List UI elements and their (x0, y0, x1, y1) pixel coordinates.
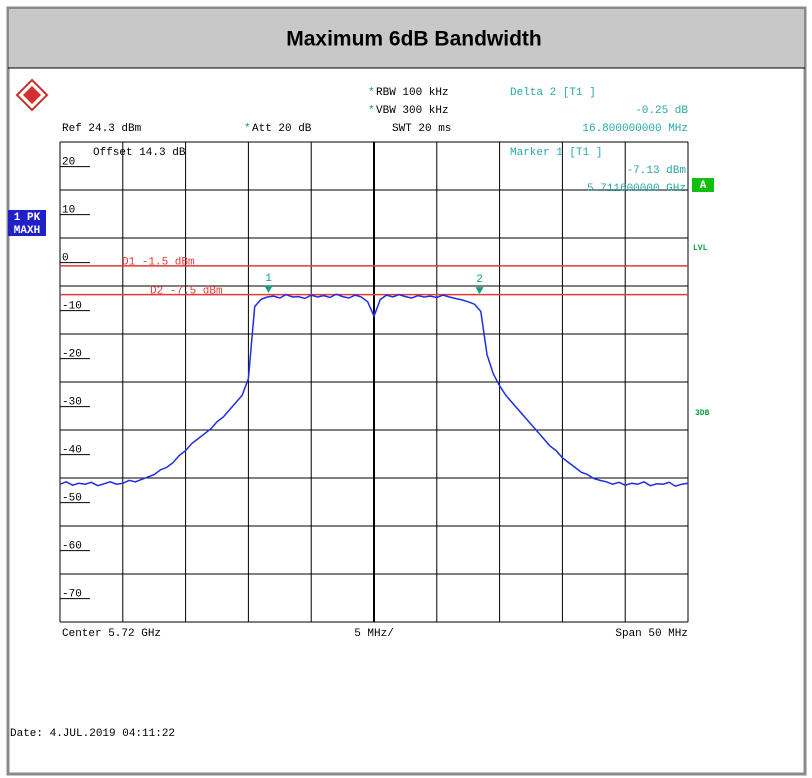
marker-label: 2 (476, 274, 483, 286)
marker (475, 287, 484, 295)
trace-box (8, 210, 46, 236)
side-3db: 3DB (695, 409, 710, 418)
swt: SWT 20 ms (392, 123, 451, 135)
marker-freq: 5.711600000 GHz (587, 183, 686, 195)
trace (59, 293, 689, 488)
vbw: VBW 300 kHz (376, 105, 449, 117)
marker-info: Marker 1 [T1 ] (510, 147, 602, 159)
y-tick-label: -40 (62, 445, 82, 457)
delta-freq: 16.800000000 MHz (582, 123, 688, 135)
marker-level: -7.13 dBm (627, 165, 687, 177)
display-line-label: D2 -7.5 dBm (150, 286, 223, 298)
title: Maximum 6dB Bandwidth (286, 28, 542, 51)
trace-mode: MAXH (14, 225, 40, 237)
marker-label: 1 (265, 273, 272, 285)
y-tick-label: -20 (62, 349, 82, 361)
star: * (368, 87, 375, 99)
center: Center 5.72 GHz (62, 628, 161, 640)
star: * (368, 105, 375, 117)
rbw: RBW 100 kHz (376, 87, 449, 99)
delta: Delta 2 [T1 ] (510, 87, 596, 99)
frame (6, 6, 807, 776)
y-tick-label: -70 (62, 589, 82, 601)
ref: Ref 24.3 dBm (62, 123, 142, 135)
side-a: A (700, 180, 707, 192)
offset: Offset 14.3 dB (93, 147, 186, 159)
y-tick-label: -60 (62, 541, 82, 553)
marker (264, 285, 273, 293)
a-box (692, 178, 714, 192)
delta-level: -0.25 dB (635, 105, 688, 117)
title-bar (9, 9, 804, 68)
y-tick-label: -30 (62, 397, 82, 409)
y-tick-label: 0 (62, 253, 69, 265)
y-tick-label: -50 (62, 493, 82, 505)
y-tick-label: 20 (62, 157, 75, 169)
per-div: 5 MHz/ (354, 628, 394, 640)
trace-mode: 1 PK (14, 212, 41, 224)
date: Date: 4.JUL.2019 04:11:22 (10, 728, 175, 740)
logo (15, 78, 49, 112)
span: Span 50 MHz (615, 628, 688, 640)
side-lvl: LVL (693, 244, 708, 253)
y-tick-label: -10 (62, 301, 82, 313)
y-tick-label: 10 (62, 205, 75, 217)
star: * (244, 123, 251, 135)
display-line-label: D1 -1.5 dBm (122, 257, 195, 269)
att: Att 20 dB (252, 123, 312, 135)
